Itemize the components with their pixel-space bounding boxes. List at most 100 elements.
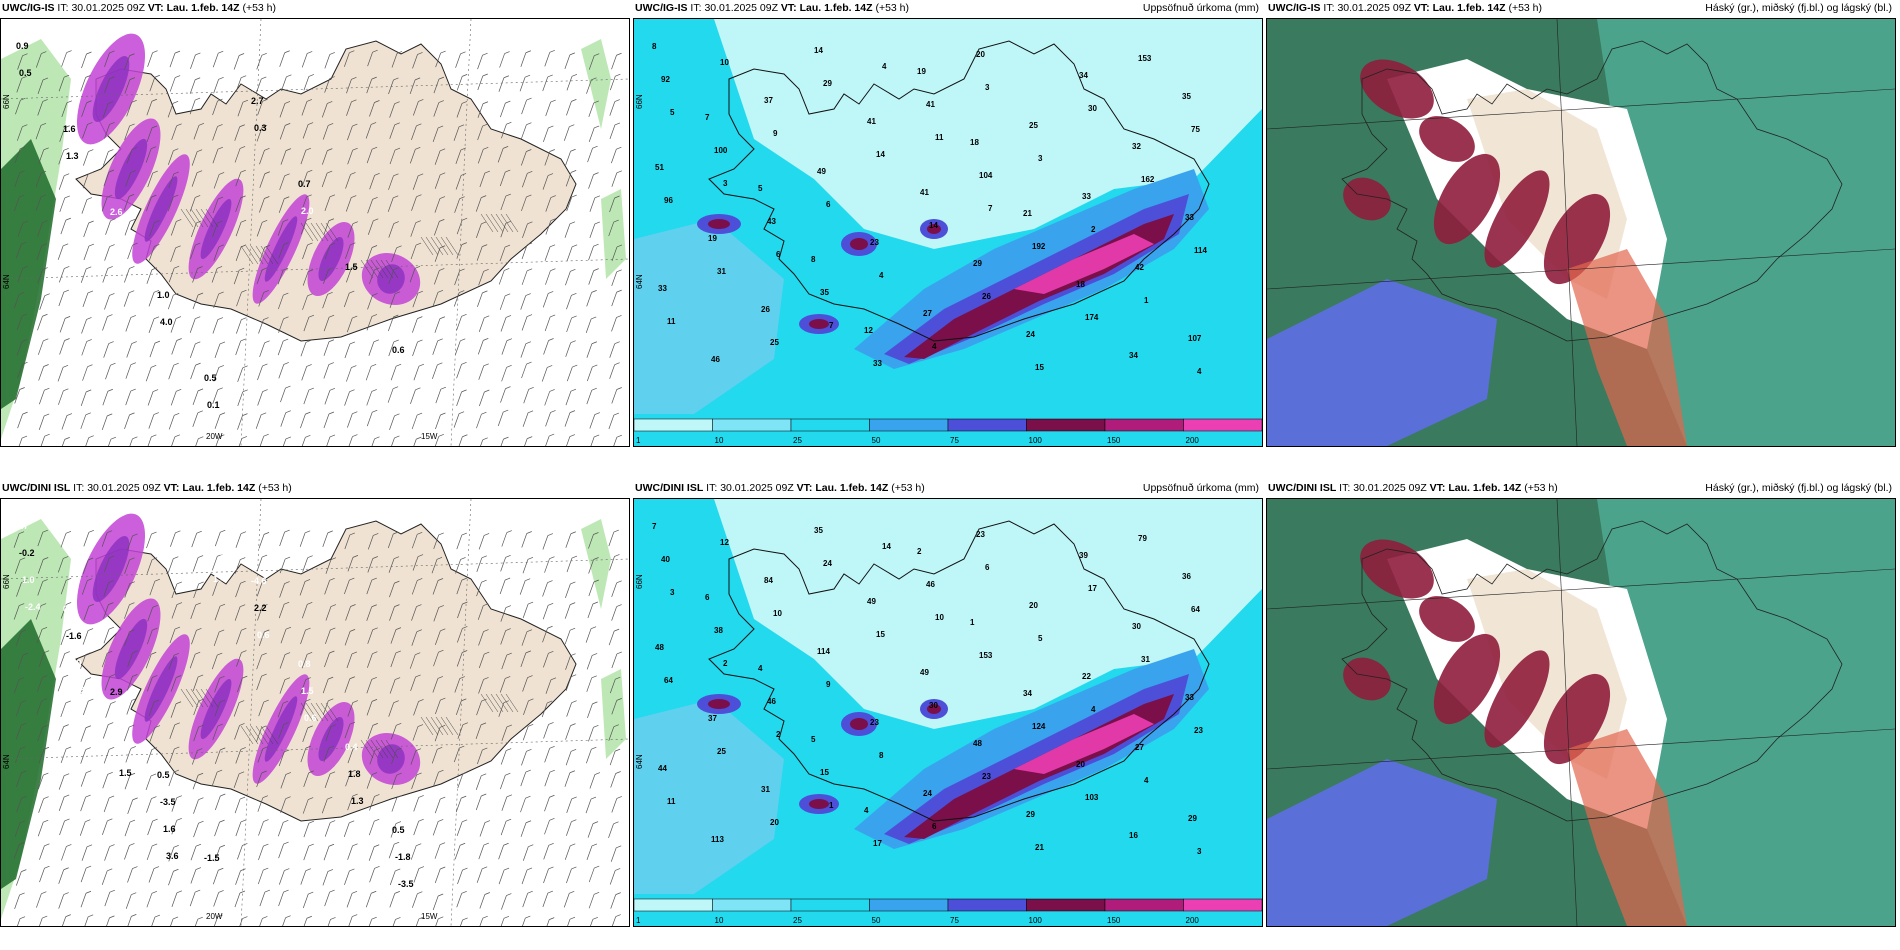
- precip-amount-label: 92: [661, 75, 670, 84]
- wind-barb: [302, 271, 309, 286]
- wind-barb-flag: [483, 268, 489, 272]
- hatch-line: [260, 725, 274, 745]
- wind-barb: [103, 629, 110, 644]
- wind-barb: [193, 700, 199, 716]
- wind-barb-flag: [175, 245, 181, 249]
- wind-barb: [477, 292, 483, 308]
- vertical-motion-label: 0.5: [157, 770, 170, 780]
- wind-barb-flag: [593, 243, 599, 247]
- wind-barb: [147, 436, 152, 446]
- wind-barb: [236, 292, 242, 307]
- longitude-label: 20W: [206, 432, 223, 441]
- wind-barb-flag: [44, 433, 50, 437]
- wind-barb: [563, 893, 570, 908]
- wind-barb: [189, 654, 196, 669]
- wind-barb: [58, 175, 65, 190]
- vertical-motion-label: 1.6: [63, 124, 76, 134]
- wind-barb-flag: [239, 796, 246, 800]
- wind-barb: [235, 533, 242, 548]
- wind-barb-flag: [107, 771, 113, 775]
- wind-barb-flag: [131, 341, 137, 344]
- hatch-line: [495, 213, 509, 233]
- wind-barb-flag: [571, 292, 577, 296]
- wind-barb: [301, 437, 306, 446]
- wind-barb-flag: [19, 194, 25, 198]
- wind-barb: [542, 76, 549, 92]
- wind-barb: [190, 869, 197, 884]
- colorbar-segment: [1104, 418, 1184, 432]
- wind-barb-flag: [591, 316, 597, 320]
- wind-barb: [410, 244, 417, 260]
- wind-barb-flag: [461, 361, 467, 365]
- wind-barb: [389, 124, 396, 139]
- wind-barb-flag: [152, 605, 158, 608]
- wind-barb-flag: [108, 580, 114, 583]
- precip-amount-label: 8: [652, 42, 657, 51]
- wind-barb: [37, 822, 44, 837]
- wind-barb-flag: [548, 651, 554, 654]
- wind-barb-flag: [416, 843, 422, 847]
- wind-barb-flag: [371, 604, 377, 608]
- wind-barb-flag: [328, 676, 334, 680]
- mid-cloud-cell: [1419, 116, 1475, 162]
- wind-barb-flag: [547, 890, 553, 894]
- colorbar-tick-label: 150: [1107, 916, 1121, 925]
- wind-barb: [259, 891, 266, 907]
- wind-barb-flag: [19, 820, 26, 824]
- wind-barb: [81, 199, 88, 214]
- wind-barb-flag: [19, 387, 25, 390]
- wind-barb: [435, 389, 442, 404]
- wind-barb-flag: [615, 914, 621, 917]
- wind-barb: [456, 580, 463, 595]
- wind-barb-flag: [197, 916, 203, 920]
- wind-barb: [368, 821, 375, 836]
- wind-barb-flag: [594, 412, 600, 415]
- wind-barb: [278, 843, 284, 859]
- wind-barb-flag: [616, 170, 622, 174]
- precip-amount-label: 100: [714, 146, 728, 155]
- wind-barb-flag: [506, 338, 513, 341]
- wind-barb: [522, 726, 529, 741]
- wind-barb: [388, 269, 395, 284]
- wind-barb: [367, 535, 374, 550]
- wind-barb-flag: [525, 915, 531, 919]
- wind-barb: [58, 77, 65, 92]
- wind-barb-flag: [86, 266, 92, 270]
- wind-barb-flag: [304, 579, 311, 582]
- wind-barb: [365, 124, 372, 139]
- wind-barb: [543, 127, 549, 143]
- wind-barb: [522, 412, 529, 427]
- sea-green-band: [601, 669, 626, 759]
- wind-barb: [212, 725, 219, 741]
- wind-barb: [410, 750, 417, 765]
- wind-barb: [37, 532, 44, 547]
- wind-barb: [389, 606, 395, 621]
- wind-barb: [60, 533, 67, 548]
- wind-barb: [542, 535, 549, 550]
- wind-barb-flag: [350, 604, 356, 607]
- wind-barb: [457, 724, 464, 739]
- wind-barb: [410, 676, 416, 692]
- precip-amount-label: 29: [973, 259, 982, 268]
- wind-barb-flag: [132, 533, 138, 537]
- wind-barb: [168, 173, 175, 189]
- wind-barb: [435, 414, 441, 430]
- hatch-line: [180, 688, 194, 708]
- wind-barb: [213, 174, 220, 189]
- colorbar-segment: [947, 418, 1027, 432]
- wind-barb-flag: [241, 317, 247, 320]
- wind-barb-flag: [480, 722, 487, 726]
- wind-barb-flag: [371, 76, 377, 80]
- wind-barb: [80, 772, 87, 787]
- wind-barb: [610, 894, 617, 909]
- wind-barb: [432, 127, 439, 143]
- lead-time: (+53 h): [1508, 2, 1543, 14]
- wind-barb-flag: [152, 50, 158, 54]
- colorbar-segment: [712, 898, 792, 912]
- wind-barb: [123, 196, 130, 211]
- wind-barb-flag: [613, 219, 619, 223]
- wind-barb-flag: [153, 316, 160, 320]
- wind-barb: [169, 53, 176, 68]
- wind-barb-flag: [482, 52, 488, 56]
- wind-barb-flag: [503, 146, 509, 149]
